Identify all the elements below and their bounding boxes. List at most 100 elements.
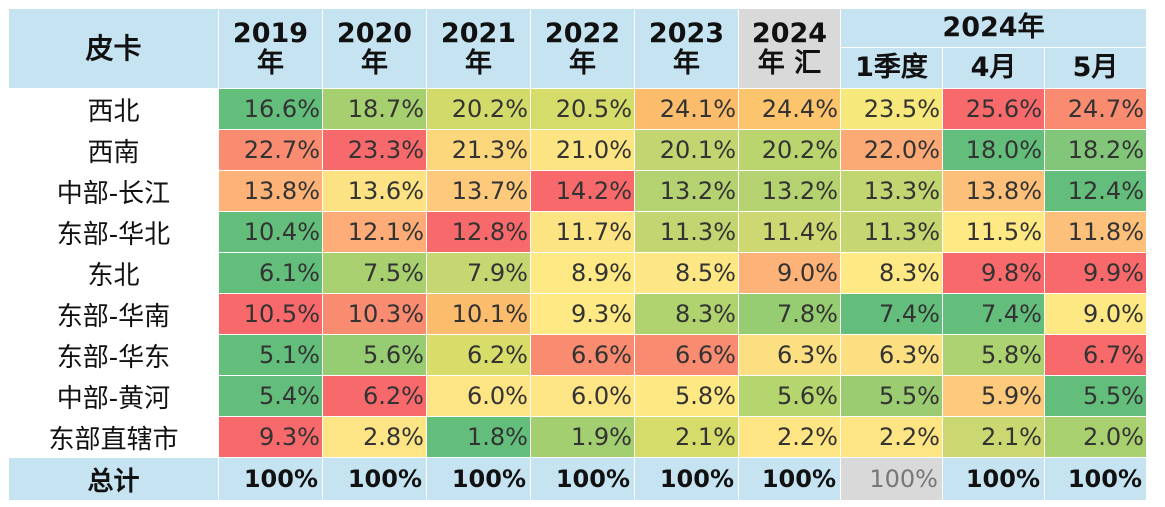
share-cell: 9.0%	[1044, 293, 1147, 335]
region-row: 中部-黄河 5.4% 6.2% 6.0% 6.0% 5.8% 5.6% 5.5% 5.9% 5.5…	[8, 375, 1147, 417]
share-cell: 9.3%	[530, 293, 635, 335]
share-cell: 5.6%	[322, 334, 427, 376]
share-cell: 6.6%	[634, 334, 739, 376]
share-cell: 7.9%	[426, 252, 531, 294]
share-cell: 11.4%	[738, 211, 841, 253]
share-cell: 5.5%	[840, 375, 943, 417]
total-cell: 100%	[840, 457, 943, 501]
region-row: 东北 6.1% 7.5% 7.9% 8.9% 8.5% 9.0% 8.3% 9.8% 9.9%	[8, 252, 1147, 294]
share-cell: 11.3%	[634, 211, 739, 253]
pickup-regional-share-table: 皮卡 2019 年 2020 年 2021 年 2022 年 2023 年 2024 年 汇…	[8, 8, 1147, 501]
share-cell: 20.5%	[530, 88, 635, 130]
share-cell: 6.1%	[218, 252, 323, 294]
sub-header-may: 5月	[1044, 47, 1147, 89]
share-cell: 12.1%	[322, 211, 427, 253]
share-cell: 13.2%	[634, 170, 739, 212]
share-cell: 5.1%	[218, 334, 323, 376]
share-cell: 13.7%	[426, 170, 531, 212]
corner-header: 皮卡	[8, 8, 219, 89]
share-cell: 21.3%	[426, 129, 531, 171]
total-cell: 100%	[738, 457, 841, 501]
region-label: 西北	[8, 88, 219, 130]
share-cell: 1.8%	[426, 416, 531, 458]
share-cell: 6.2%	[426, 334, 531, 376]
region-row: 东部-华东 5.1% 5.6% 6.2% 6.6% 6.6% 6.3% 6.3% 5.8% 6.7…	[8, 334, 1147, 376]
share-cell: 20.2%	[426, 88, 531, 130]
share-cell: 5.9%	[942, 375, 1045, 417]
share-cell: 23.5%	[840, 88, 943, 130]
share-cell: 8.3%	[840, 252, 943, 294]
share-cell: 2.1%	[942, 416, 1045, 458]
region-label: 东部-华北	[8, 211, 219, 253]
total-cell: 100%	[1044, 457, 1147, 501]
share-cell: 6.0%	[530, 375, 635, 417]
region-label: 东部直辖市	[8, 416, 219, 458]
share-cell: 25.6%	[942, 88, 1045, 130]
sub-header-q1: 1季度	[840, 47, 943, 89]
share-cell: 10.5%	[218, 293, 323, 335]
share-cell: 6.0%	[426, 375, 531, 417]
share-cell: 5.5%	[1044, 375, 1147, 417]
share-cell: 7.8%	[738, 293, 841, 335]
total-cell: 100%	[942, 457, 1045, 501]
region-label: 东北	[8, 252, 219, 294]
share-cell: 5.8%	[942, 334, 1045, 376]
share-cell: 2.2%	[738, 416, 841, 458]
share-cell: 22.0%	[840, 129, 943, 171]
region-label: 东部-华南	[8, 293, 219, 335]
total-label: 总计	[8, 457, 219, 501]
share-cell: 21.0%	[530, 129, 635, 171]
year-header-2023: 2023 年	[634, 8, 739, 89]
group-header-2024: 2024年	[840, 8, 1147, 48]
share-cell: 1.9%	[530, 416, 635, 458]
share-cell: 2.2%	[840, 416, 943, 458]
region-row: 中部-长江 13.8% 13.6% 13.7% 14.2% 13.2% 13.2% 13.3%…	[8, 170, 1147, 212]
share-cell: 14.2%	[530, 170, 635, 212]
share-cell: 10.4%	[218, 211, 323, 253]
total-cell: 100%	[426, 457, 531, 501]
share-cell: 23.3%	[322, 129, 427, 171]
share-cell: 6.3%	[738, 334, 841, 376]
share-cell: 6.3%	[840, 334, 943, 376]
share-cell: 24.1%	[634, 88, 739, 130]
share-cell: 12.4%	[1044, 170, 1147, 212]
share-cell: 13.6%	[322, 170, 427, 212]
share-cell: 8.9%	[530, 252, 635, 294]
year-header-2019: 2019 年	[218, 8, 323, 89]
share-cell: 7.5%	[322, 252, 427, 294]
share-cell: 16.6%	[218, 88, 323, 130]
share-cell: 20.1%	[634, 129, 739, 171]
share-cell: 5.4%	[218, 375, 323, 417]
year-header-2021: 2021 年	[426, 8, 531, 89]
share-cell: 11.8%	[1044, 211, 1147, 253]
region-row: 西北 16.6% 18.7% 20.2% 20.5% 24.1% 24.4% 23.5% 25.…	[8, 88, 1147, 130]
share-cell: 5.6%	[738, 375, 841, 417]
year-header-2020: 2020 年	[322, 8, 427, 89]
share-cell: 18.7%	[322, 88, 427, 130]
share-cell: 9.9%	[1044, 252, 1147, 294]
share-cell: 13.8%	[218, 170, 323, 212]
share-cell: 6.2%	[322, 375, 427, 417]
total-cell: 100%	[218, 457, 323, 501]
share-cell: 5.8%	[634, 375, 739, 417]
share-cell: 8.3%	[634, 293, 739, 335]
share-cell: 24.4%	[738, 88, 841, 130]
share-cell: 6.6%	[530, 334, 635, 376]
share-cell: 2.0%	[1044, 416, 1147, 458]
sub-header-april: 4月	[942, 47, 1045, 89]
total-cell: 100%	[530, 457, 635, 501]
share-cell: 13.8%	[942, 170, 1045, 212]
share-cell: 10.1%	[426, 293, 531, 335]
share-cell: 2.1%	[634, 416, 739, 458]
year-header-2022: 2022 年	[530, 8, 635, 89]
year-header-2024-total: 2024 年 汇	[738, 8, 841, 89]
region-row: 东部-华北 10.4% 12.1% 12.8% 11.7% 11.3% 11.4% 11.3%…	[8, 211, 1147, 253]
share-cell: 13.3%	[840, 170, 943, 212]
share-cell: 11.3%	[840, 211, 943, 253]
total-cell: 100%	[322, 457, 427, 501]
share-cell: 11.7%	[530, 211, 635, 253]
share-cell: 8.5%	[634, 252, 739, 294]
region-label: 东部-华东	[8, 334, 219, 376]
share-cell: 11.5%	[942, 211, 1045, 253]
share-cell: 7.4%	[942, 293, 1045, 335]
